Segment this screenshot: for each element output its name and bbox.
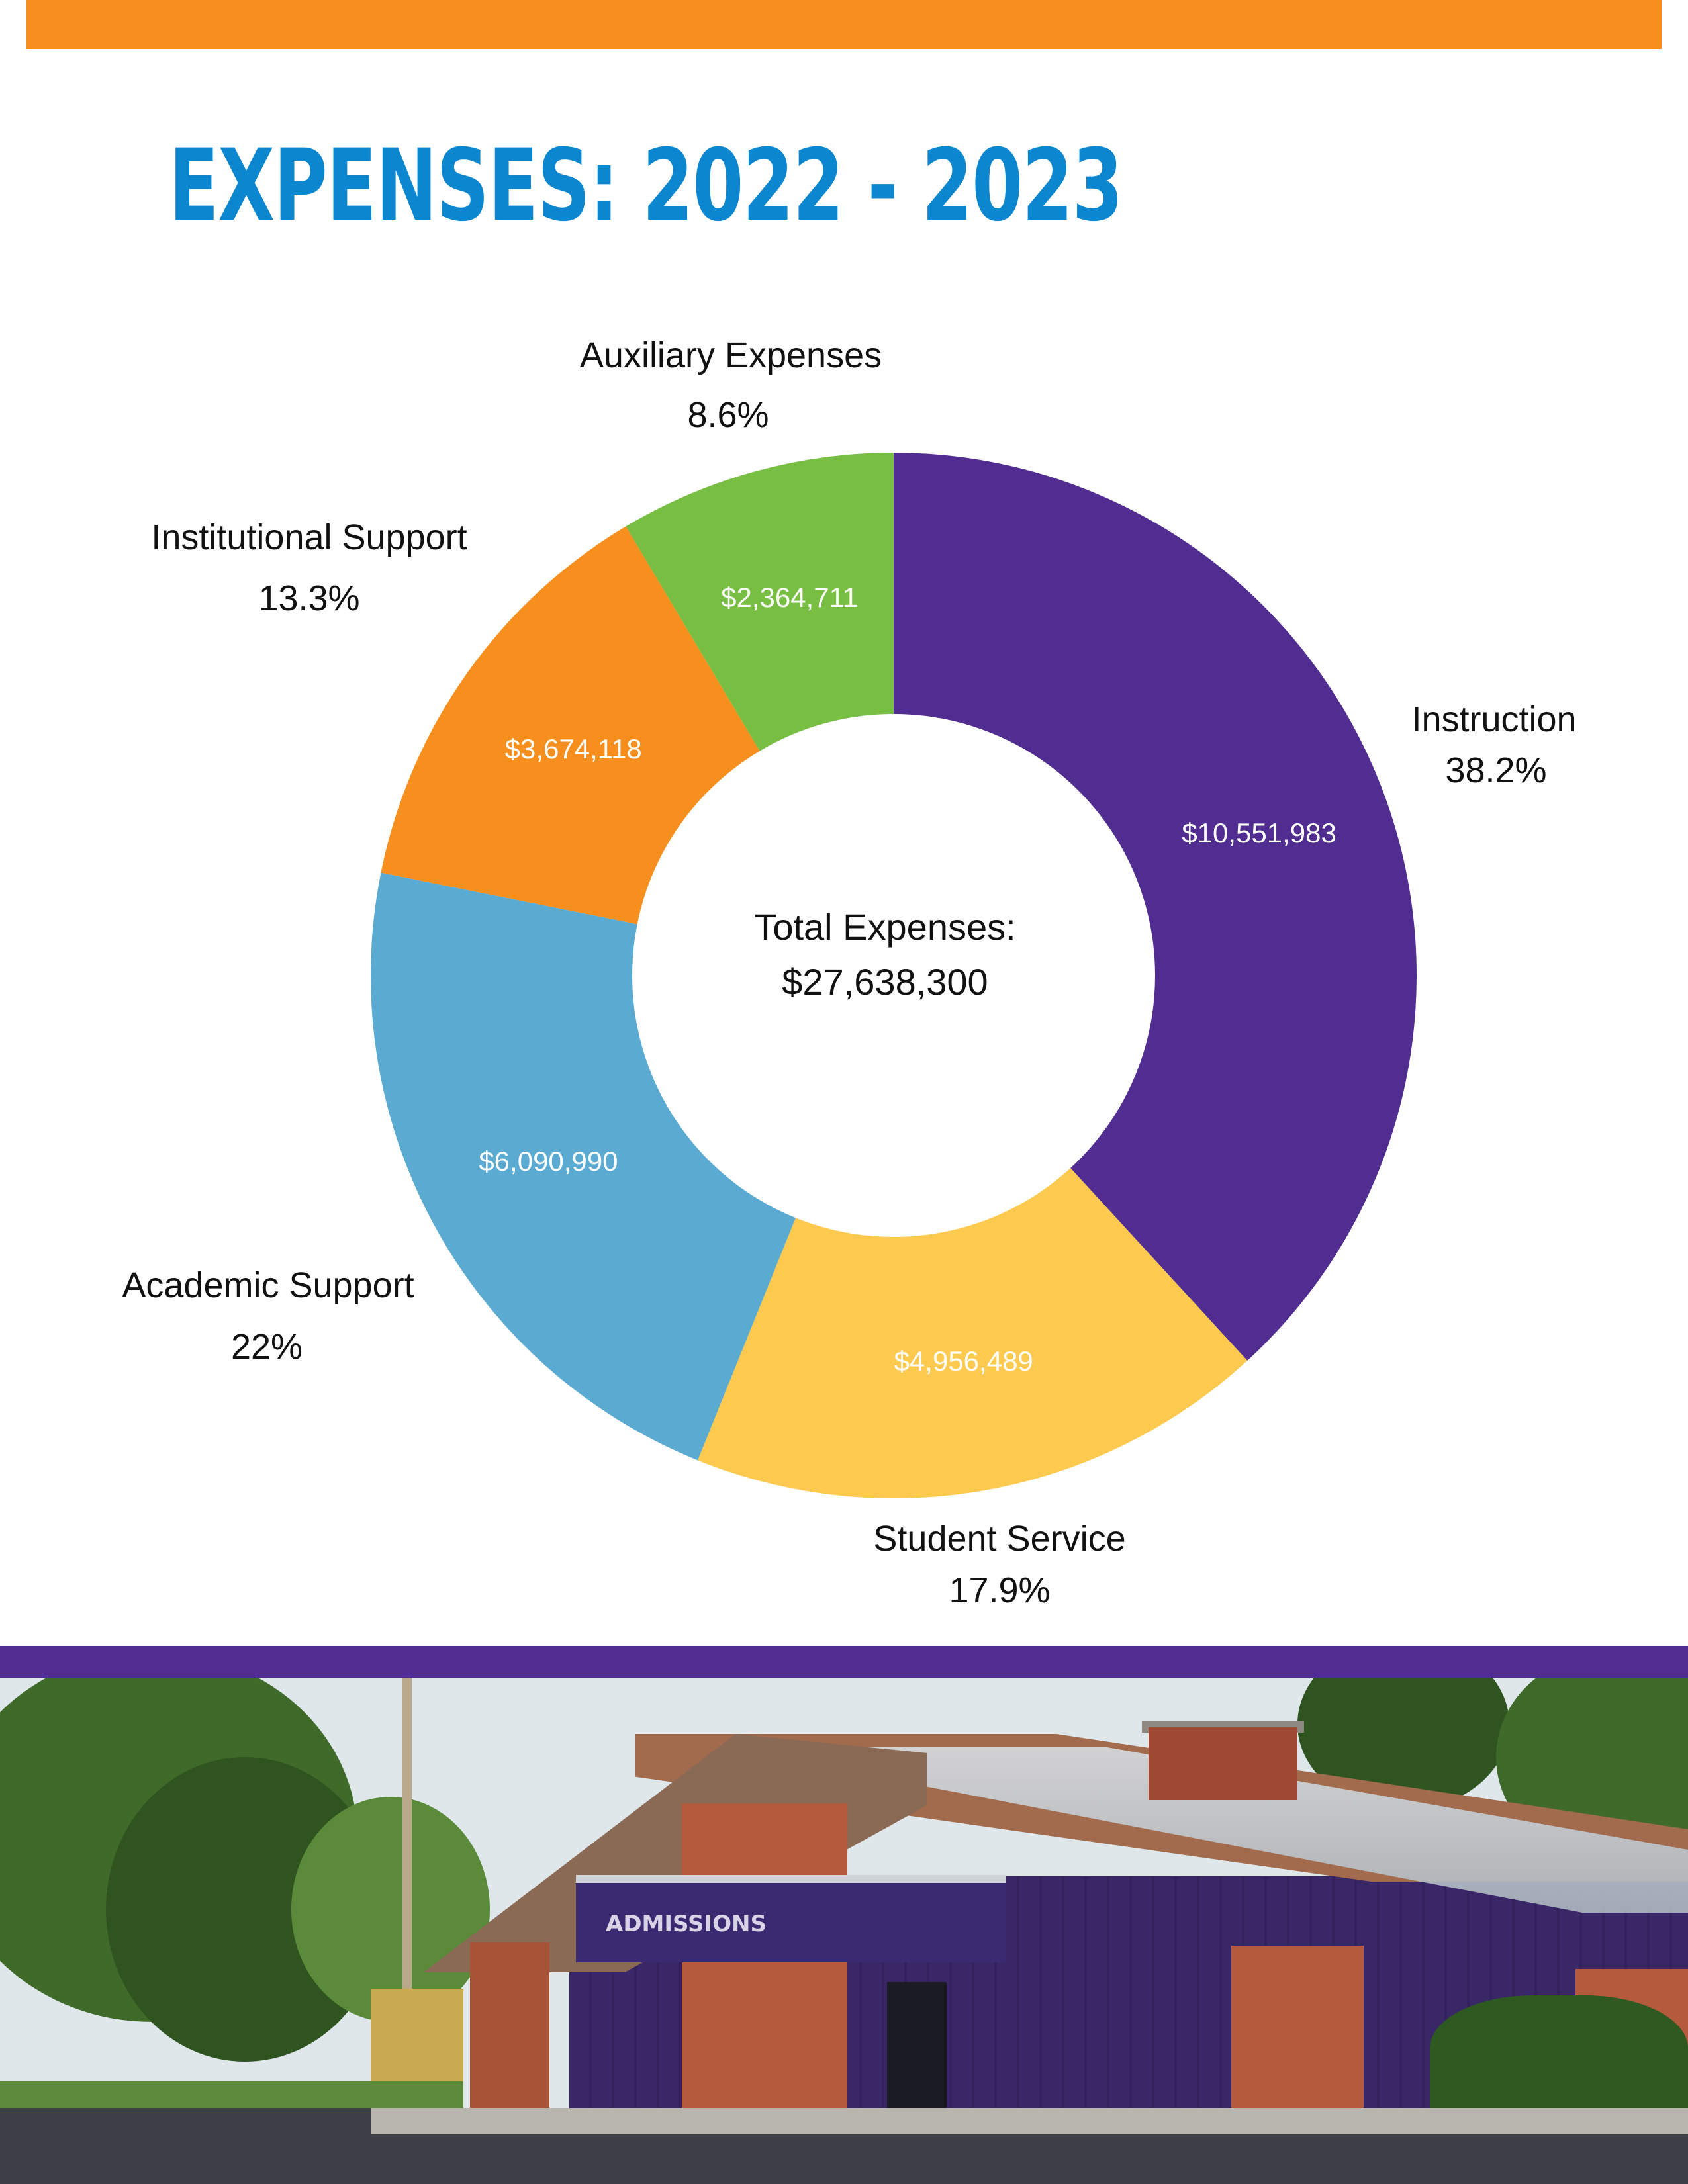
slice-percent-label: 13.3% bbox=[258, 578, 359, 618]
slice-name-label: Academic Support bbox=[122, 1265, 414, 1305]
building-photo: ADMISSIONS bbox=[0, 1678, 1688, 2184]
slice-value-label: $10,551,983 bbox=[1182, 817, 1336, 848]
chart-value-labels: $10,551,983 $4,956,489 $6,090,990 $3,674,11… bbox=[479, 582, 1336, 1377]
slice-name-label: Auxiliary Expenses bbox=[580, 336, 882, 375]
chimney bbox=[1149, 1727, 1297, 1800]
brick-pillar bbox=[1231, 1946, 1364, 2131]
slice-value-label: $6,090,990 bbox=[479, 1146, 618, 1177]
slice-name-label: Student Service bbox=[873, 1519, 1125, 1559]
slice-instruction bbox=[894, 453, 1417, 1361]
admissions-sign-panel bbox=[576, 1883, 1006, 1962]
slice-auxiliary-expenses bbox=[626, 453, 894, 751]
slice-value-label: $2,364,711 bbox=[721, 582, 858, 613]
chart-slices bbox=[371, 453, 1417, 1498]
sidewalk bbox=[371, 2108, 1688, 2134]
brick-pillar bbox=[470, 1942, 549, 2111]
slice-percent-label: 22% bbox=[231, 1327, 303, 1367]
hedge bbox=[1430, 1995, 1688, 2128]
slice-value-label: $4,956,489 bbox=[894, 1345, 1033, 1377]
lawn bbox=[0, 2081, 463, 2108]
center-total-label: Total Expenses: bbox=[754, 906, 1015, 948]
slice-student-service bbox=[698, 1167, 1248, 1498]
slice-percent-label: 38.2% bbox=[1445, 751, 1546, 790]
top-accent-bar bbox=[26, 0, 1662, 49]
slice-percent-label: 8.6% bbox=[687, 395, 769, 435]
slice-academic-support bbox=[371, 872, 796, 1461]
slice-name-label: Institutional Support bbox=[151, 518, 467, 557]
admissions-sign-text: ADMISSIONS bbox=[606, 1911, 767, 1937]
slice-name-label: Instruction bbox=[1411, 700, 1576, 739]
donut-chart: $10,551,983 $4,956,489 $6,090,990 $3,674,11… bbox=[122, 336, 1576, 1610]
slice-institutional-support bbox=[381, 526, 760, 925]
entrance-door bbox=[887, 1982, 947, 2131]
slice-value-label: $3,674,118 bbox=[505, 733, 642, 764]
divider-bar bbox=[0, 1646, 1688, 1678]
slice-percent-label: 17.9% bbox=[949, 1570, 1050, 1610]
tree-mid bbox=[291, 1797, 490, 2022]
page-title: EXPENSES: 2022 - 2023 bbox=[169, 128, 1123, 244]
utility-pole bbox=[402, 1678, 412, 2048]
brick-pillar bbox=[682, 1803, 847, 2131]
center-total-value: $27,638,300 bbox=[782, 961, 988, 1003]
